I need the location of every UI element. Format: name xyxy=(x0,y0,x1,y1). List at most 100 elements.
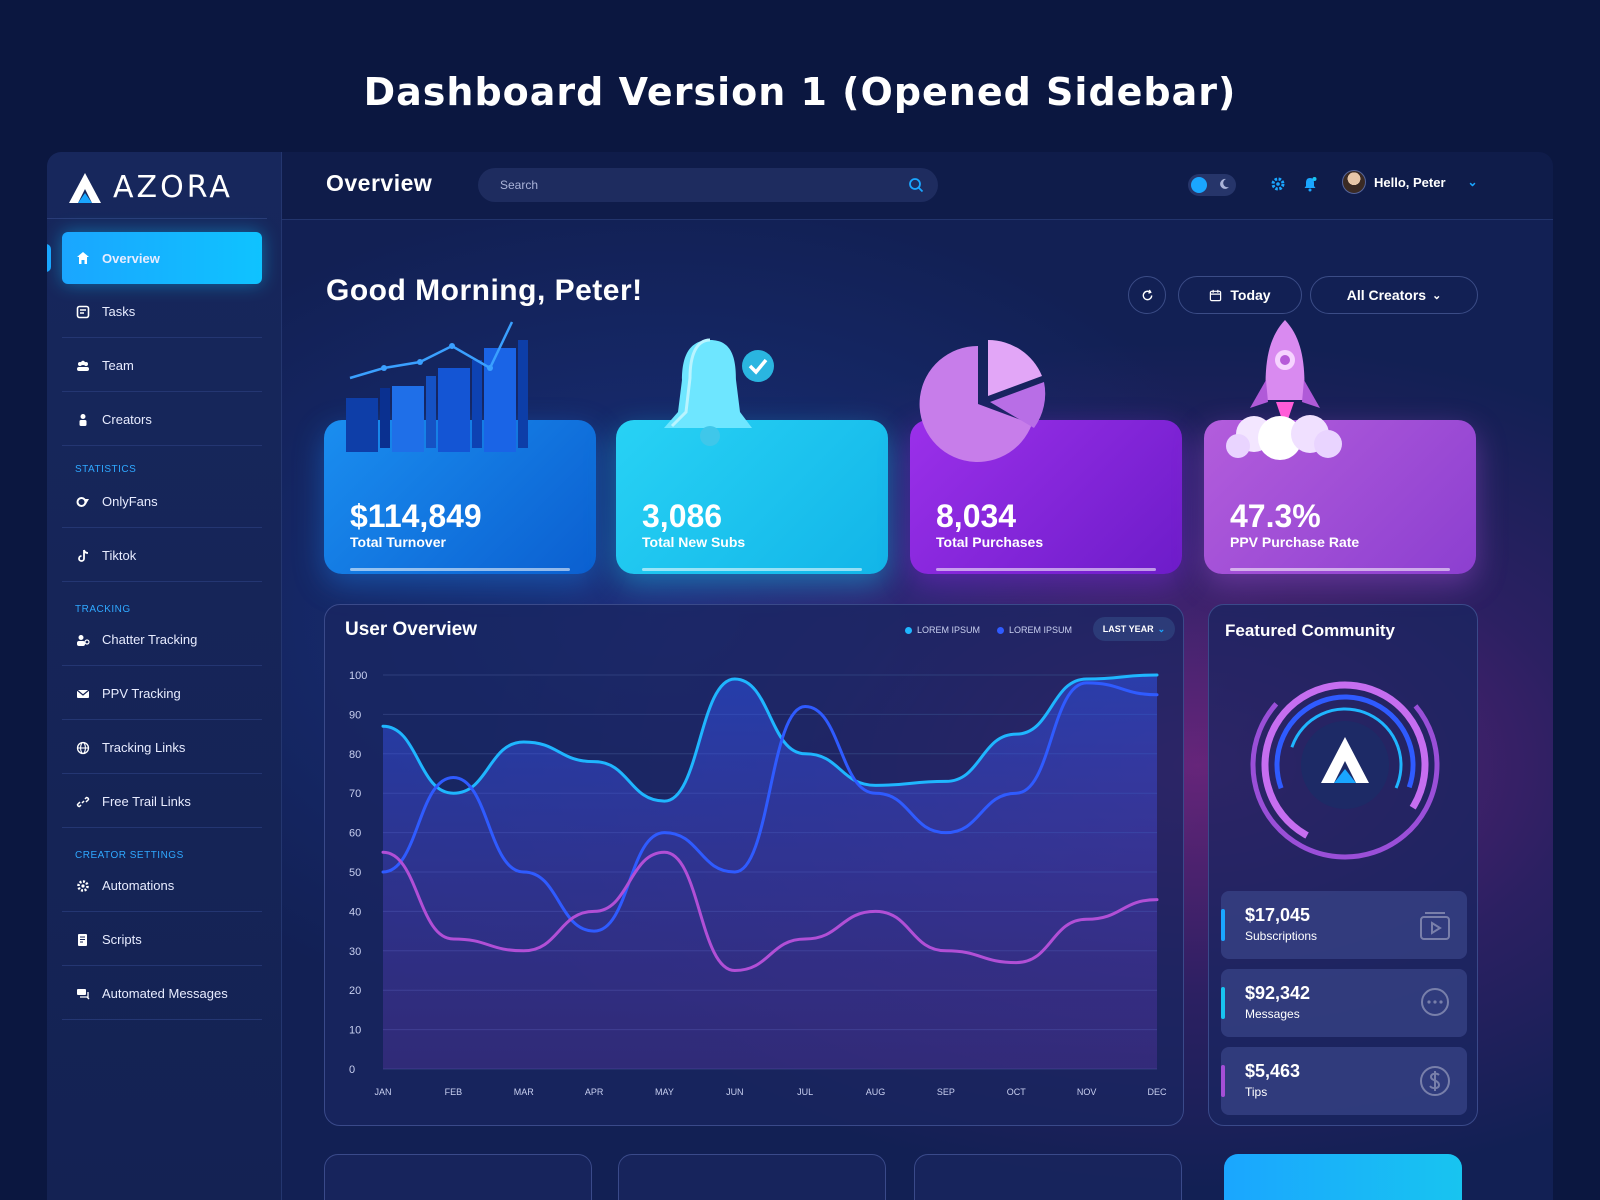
onlyfans-icon xyxy=(76,495,90,509)
sidebar-item-tasks[interactable]: Tasks xyxy=(62,286,262,338)
y-tick-label: 100 xyxy=(349,670,367,682)
y-tick-label: 60 xyxy=(349,828,361,840)
legend-item-1[interactable]: LOREM IPSUM xyxy=(905,625,980,635)
x-tick-label: MAY xyxy=(655,1087,674,1097)
sidebar-item-label: PPV Tracking xyxy=(102,686,181,701)
chevron-down-icon: ⌄ xyxy=(1467,175,1478,189)
bottom-card-3 xyxy=(914,1154,1182,1200)
sidebar-item-label: Tracking Links xyxy=(102,740,186,755)
sidebar-item-chatter-tracking[interactable]: Chatter Tracking xyxy=(62,614,262,666)
dollar-icon xyxy=(1420,1066,1450,1096)
chat-icon xyxy=(1421,988,1449,1016)
settings-gear-icon[interactable] xyxy=(1270,176,1286,192)
sidebar-item-onlyfans[interactable]: OnlyFans xyxy=(62,476,262,528)
sidebar-item-free-trail-links[interactable]: Free Trail Links xyxy=(62,776,262,828)
user-greeting: Hello, Peter xyxy=(1374,174,1446,190)
community-row-messages[interactable]: $92,342 Messages xyxy=(1221,969,1467,1037)
community-title: Featured Community xyxy=(1225,621,1396,640)
series-line-1[interactable] xyxy=(381,673,1159,803)
sidebar-item-tracking-links[interactable]: Tracking Links xyxy=(62,722,262,774)
x-tick-label: MAR xyxy=(514,1087,535,1097)
topbar: Overview Hello, Peter ⌄ xyxy=(282,152,1553,220)
messages-icon xyxy=(76,987,90,1001)
legend-item-2[interactable]: LOREM IPSUM xyxy=(997,625,1072,635)
user-menu[interactable]: Hello, Peter ⌄ xyxy=(1342,170,1478,194)
sidebar-item-label: Tiktok xyxy=(102,548,137,563)
y-tick-label: 80 xyxy=(349,749,361,761)
stat-value: 47.3% xyxy=(1230,498,1321,534)
sidebar-item-tiktok[interactable]: Tiktok xyxy=(62,530,262,582)
row-accent xyxy=(1221,909,1225,941)
stat-underline xyxy=(936,568,1156,571)
mail-icon xyxy=(76,687,90,701)
creators-icon xyxy=(76,413,90,427)
globe-icon xyxy=(76,741,90,755)
y-tick-label: 0 xyxy=(349,1064,355,1076)
team-icon xyxy=(76,359,90,373)
community-row-subscriptions[interactable]: $17,045 Subscriptions xyxy=(1221,891,1467,959)
sidebar-item-ppv-tracking[interactable]: PPV Tracking xyxy=(62,668,262,720)
bottom-card-1 xyxy=(324,1154,592,1200)
greeting-title: Good Morning, Peter! xyxy=(326,274,643,307)
creators-dropdown-label: All Creators xyxy=(1346,287,1427,303)
search-icon[interactable] xyxy=(908,177,924,193)
row-label: Subscriptions xyxy=(1245,929,1318,943)
range-dropdown-label: LAST YEAR xyxy=(1102,624,1154,634)
chevron-down-icon: ⌄ xyxy=(1157,623,1166,634)
search-input[interactable] xyxy=(500,178,900,192)
row-value: $5,463 xyxy=(1245,1061,1301,1081)
theme-toggle[interactable] xyxy=(1188,174,1236,196)
x-tick-label: JAN xyxy=(374,1087,391,1097)
refresh-button[interactable] xyxy=(1128,276,1166,314)
bottom-card-4 xyxy=(1224,1154,1462,1200)
sidebar-item-automations[interactable]: Automations xyxy=(62,860,262,912)
sidebar-item-label: Creators xyxy=(102,412,152,427)
stat-card-new-subs[interactable]: 3,086 Total New Subs xyxy=(616,420,888,574)
x-tick-label: DEC xyxy=(1147,1087,1167,1097)
gear-icon xyxy=(76,879,90,893)
stat-value: $114,849 xyxy=(350,498,482,534)
row-label: Messages xyxy=(1245,1007,1300,1021)
section-title-statistics: STATISTICS xyxy=(75,464,137,475)
series-area xyxy=(383,675,1157,1069)
y-tick-label: 30 xyxy=(349,946,361,958)
series-line-3[interactable] xyxy=(381,850,1159,973)
community-row-tips[interactable]: $5,463 Tips xyxy=(1221,1047,1467,1115)
logo[interactable]: AZORA xyxy=(67,170,233,205)
stat-underline xyxy=(642,568,862,571)
sidebar-item-creators[interactable]: Creators xyxy=(62,394,262,446)
pie-chart-illustration-icon xyxy=(919,339,1046,462)
row-label: Tips xyxy=(1245,1085,1268,1099)
script-icon xyxy=(76,933,90,947)
date-filter-button[interactable]: Today xyxy=(1178,276,1302,314)
divider xyxy=(47,218,267,219)
user-overview-panel: User Overview LOREM IPSUM LOREM IPSUM LA… xyxy=(324,604,1184,1126)
page-title: Overview xyxy=(326,170,433,196)
stat-label: PPV Purchase Rate xyxy=(1230,534,1360,550)
avatar xyxy=(1342,170,1366,194)
y-tick-label: 50 xyxy=(349,867,361,879)
sidebar-item-label: Free Trail Links xyxy=(102,794,191,809)
stat-underline xyxy=(1230,568,1450,571)
row-accent xyxy=(1221,1065,1225,1097)
range-dropdown[interactable]: LAST YEAR ⌄ xyxy=(1093,617,1175,641)
sidebar-item-team[interactable]: Team xyxy=(62,340,262,392)
bar-chart-illustration-icon xyxy=(346,321,528,452)
community-ring-icon xyxy=(1250,670,1440,860)
chevron-down-icon: ⌄ xyxy=(1432,289,1442,302)
sidebar-item-automated-messages[interactable]: Automated Messages xyxy=(62,968,262,1020)
series-line-2[interactable] xyxy=(381,681,1159,933)
x-tick-label: JUL xyxy=(797,1087,813,1097)
creators-dropdown[interactable]: All Creators ⌄ xyxy=(1310,276,1478,314)
notification-bell-icon[interactable] xyxy=(1302,176,1318,192)
section-title-creator-settings: CREATOR SETTINGS xyxy=(75,850,184,861)
sidebar-item-overview[interactable]: Overview xyxy=(62,232,262,284)
page-headline: Dashboard Version 1 (Opened Sidebar) xyxy=(363,70,1237,114)
x-tick-label: SEP xyxy=(937,1087,955,1097)
brand-name: AZORA xyxy=(113,170,233,205)
search-bar[interactable] xyxy=(478,168,938,202)
chart-title: User Overview xyxy=(345,619,478,640)
row-accent xyxy=(1221,987,1225,1019)
sidebar-item-label: Team xyxy=(102,358,134,373)
sidebar-item-scripts[interactable]: Scripts xyxy=(62,914,262,966)
